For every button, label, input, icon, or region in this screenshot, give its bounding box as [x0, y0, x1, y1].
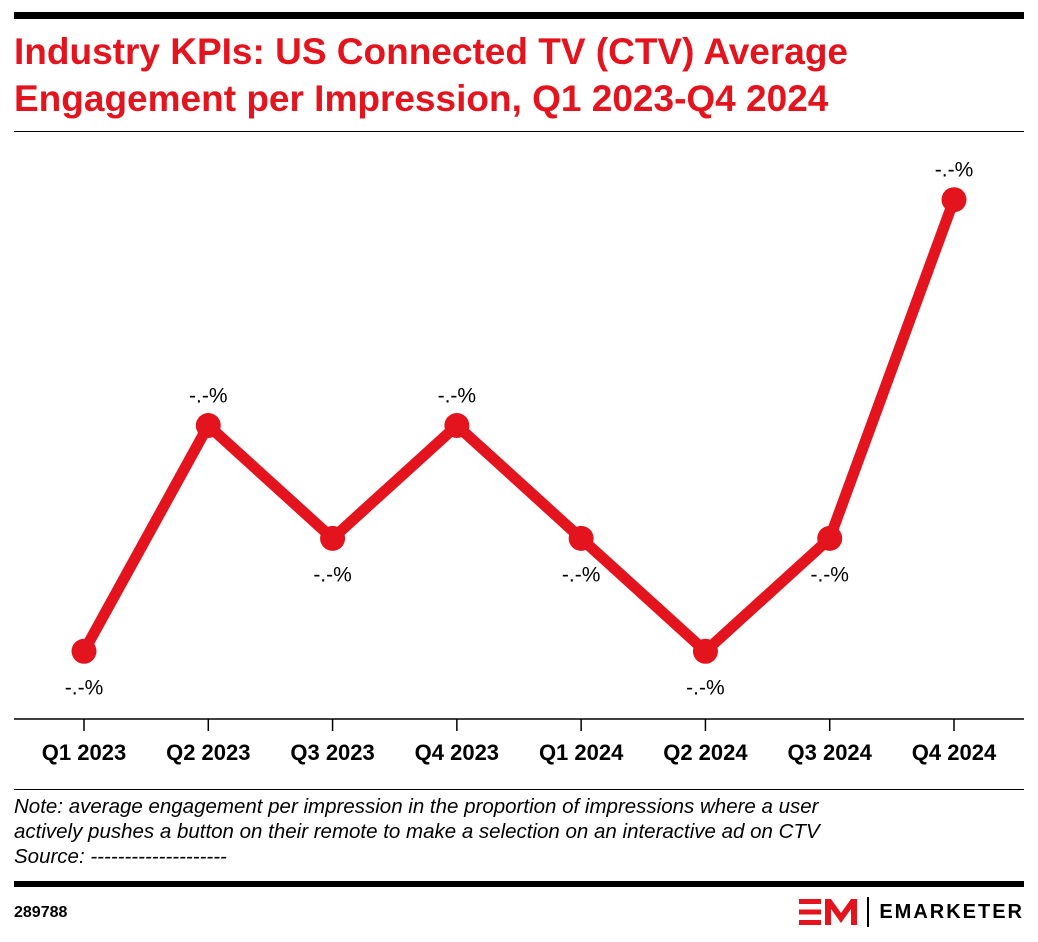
- data-label: -.-%: [313, 563, 352, 586]
- title-divider: [14, 131, 1024, 132]
- x-tick-label: Q1 2024: [539, 740, 624, 765]
- data-point: [195, 413, 221, 438]
- top-bar: [14, 12, 1024, 19]
- data-point: [568, 525, 594, 551]
- data-label: -.-%: [686, 676, 725, 699]
- data-point: [817, 525, 843, 551]
- brand-name: EMARKETER: [879, 900, 1024, 923]
- data-label: -.-%: [189, 385, 228, 408]
- x-tick-label: Q4 2023: [415, 740, 499, 765]
- emarketer-logo: EMARKETER: [799, 896, 1024, 928]
- x-tick-label: Q4 2024: [912, 740, 997, 765]
- data-point: [71, 638, 97, 664]
- data-label: -.-%: [438, 385, 477, 408]
- line-chart: Q1 2023 Q2 2023 Q3 2023 Q4 2023 Q1 2024 Q2 20…: [14, 159, 1024, 765]
- chart-title: Industry KPIs: US Connected TV (CTV) Ave…: [14, 31, 848, 119]
- data-point: [444, 413, 470, 438]
- x-tick-label: Q2 2024: [663, 740, 748, 765]
- data-label: -.-%: [935, 159, 974, 182]
- note-divider: [14, 789, 1024, 790]
- data-point: [941, 187, 967, 213]
- chart-id: 289788: [14, 904, 68, 921]
- chart-note: Note: average engagement per impression …: [14, 794, 1024, 869]
- x-tick-label: Q3 2023: [290, 740, 374, 765]
- x-tick-label: Q1 2023: [42, 740, 126, 765]
- source-line: Source: --------------------: [14, 845, 227, 868]
- x-tick-label: Q3 2024: [788, 740, 873, 765]
- data-point: [692, 638, 718, 664]
- series-line: [78, 194, 960, 659]
- footer-divider: [14, 881, 1024, 887]
- data-point: [320, 525, 346, 551]
- note-line-2: actively pushes a button on their remote…: [14, 820, 820, 843]
- em-logo-icon: [799, 899, 858, 925]
- data-label: -.-%: [810, 563, 849, 586]
- logo-separator: [867, 897, 870, 927]
- note-line-1: Note: average engagement per impression …: [14, 795, 819, 818]
- data-label: -.-%: [65, 676, 104, 699]
- data-label: -.-%: [562, 563, 601, 586]
- x-tick-label: Q2 2023: [166, 740, 250, 765]
